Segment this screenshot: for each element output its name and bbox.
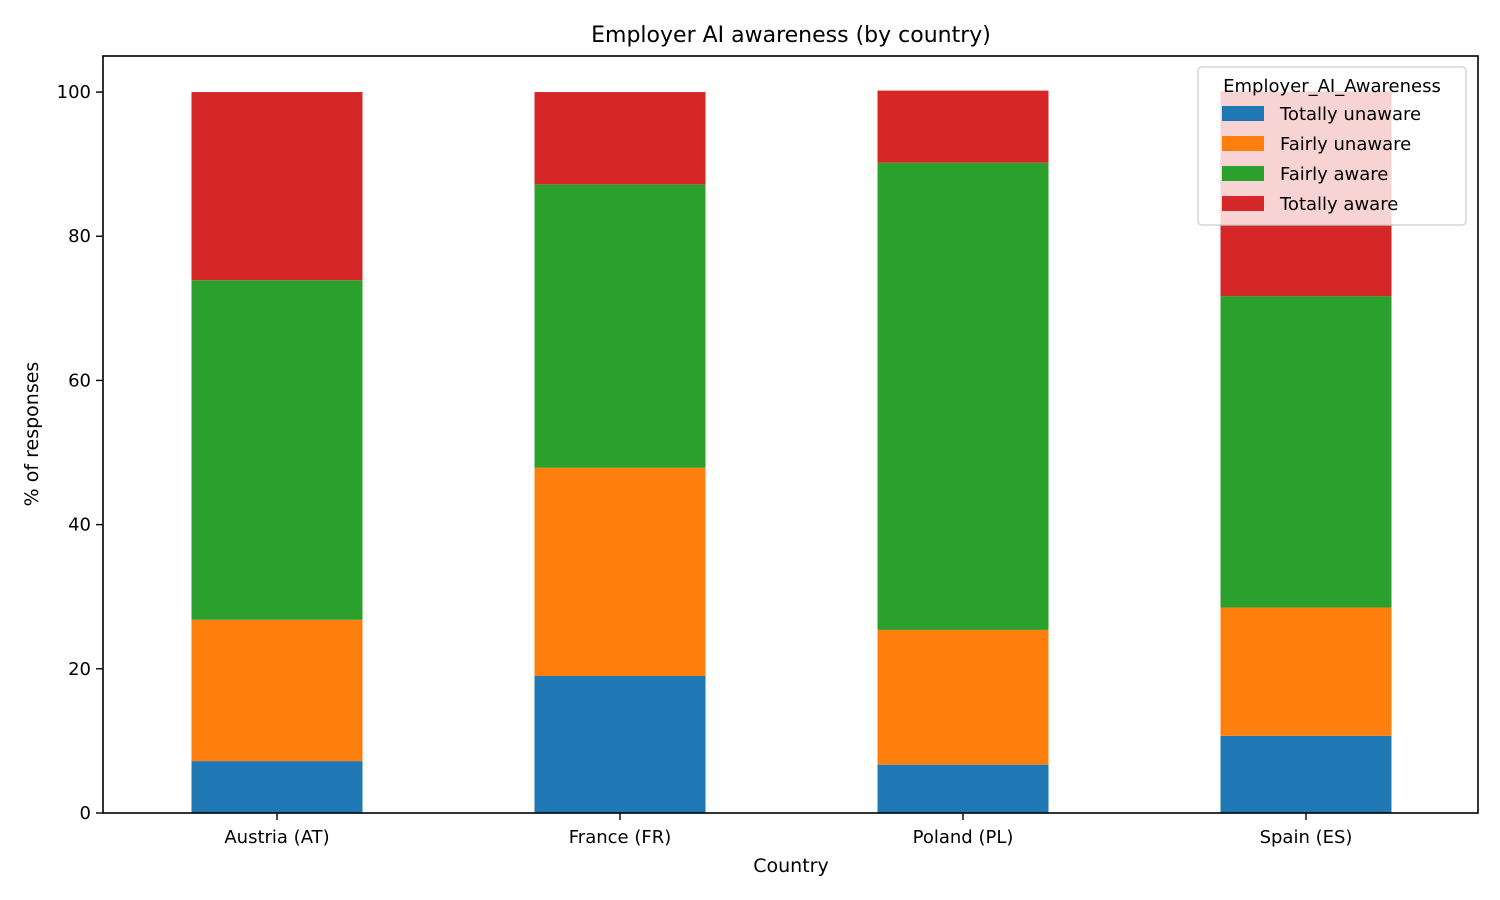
legend-swatch (1222, 166, 1264, 181)
bar-segment (191, 619, 363, 762)
legend-title: Employer_AI_Awareness (1223, 76, 1441, 97)
y-tick-label: 80 (68, 226, 91, 247)
y-tick-label: 40 (68, 515, 91, 536)
y-axis-title: % of responses (21, 362, 43, 507)
x-tick-label: Austria (AT) (224, 827, 329, 848)
bar-segment (877, 90, 1049, 163)
legend-label: Fairly unaware (1280, 134, 1411, 155)
legend-label: Totally aware (1279, 194, 1398, 215)
legend-label: Totally unaware (1279, 104, 1421, 125)
x-tick-label: Spain (ES) (1260, 827, 1353, 848)
bar-segment (191, 92, 363, 281)
bar-segment (1220, 296, 1392, 608)
x-axis: Austria (AT) France (FR) Poland (PL) Spain … (224, 813, 1352, 848)
bar-segment (1220, 735, 1392, 813)
bar-segment (877, 162, 1049, 630)
bar-segment (534, 184, 706, 468)
x-tick-label: France (FR) (569, 827, 671, 848)
y-tick-label: 20 (68, 659, 91, 680)
bar-segment (534, 92, 706, 185)
bar-segment (1220, 607, 1392, 736)
y-tick-label: 60 (68, 370, 91, 391)
legend-swatch (1222, 196, 1264, 211)
y-tick-label: 100 (57, 82, 91, 103)
bar-segment (191, 761, 363, 813)
bars-group (191, 90, 1392, 813)
y-tick-label: 0 (80, 803, 91, 824)
legend-swatch (1222, 136, 1264, 151)
bar-segment (534, 676, 706, 813)
plot-frame (102, 55, 1479, 814)
y-axis: 0 20 40 60 80 100 (57, 82, 103, 824)
x-axis-title: Country (753, 855, 828, 877)
bar-segment (534, 467, 706, 677)
bar-segment (877, 764, 1049, 813)
legend-label: Fairly aware (1280, 164, 1388, 185)
bar-segment (877, 629, 1049, 765)
legend-swatch (1222, 106, 1264, 121)
bar-segment (191, 280, 363, 620)
legend-box (1197, 66, 1467, 226)
chart-title: Employer AI awareness (by country) (591, 23, 991, 48)
legend: Employer_AI_Awareness Totally unaware Fai… (1197, 66, 1467, 226)
x-tick-label: Poland (PL) (913, 827, 1014, 848)
